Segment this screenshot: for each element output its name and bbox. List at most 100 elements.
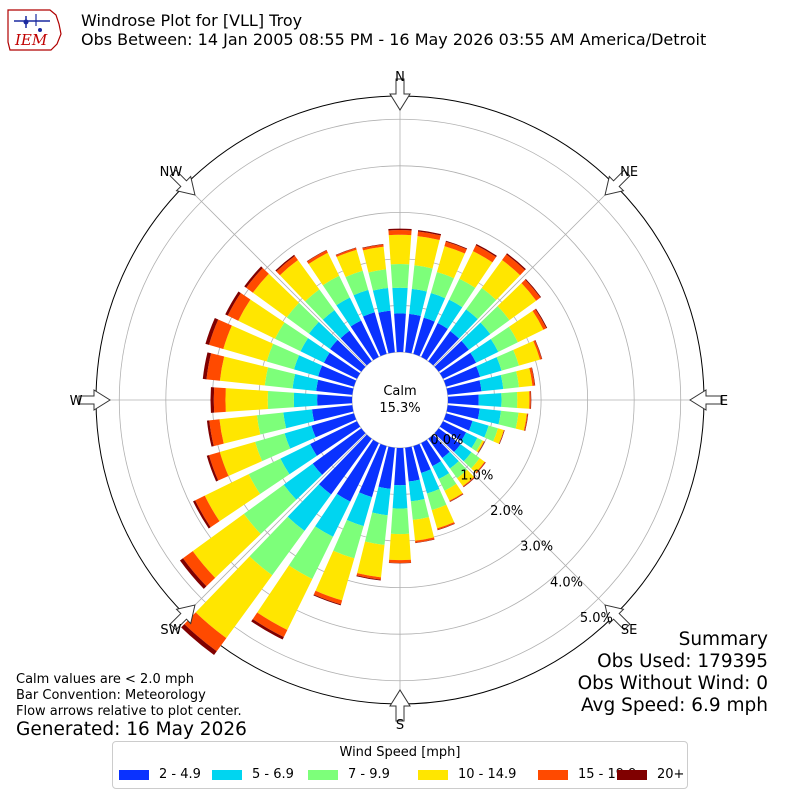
wind-bar-segment — [195, 556, 273, 639]
wind-bar-segment — [274, 322, 308, 352]
svg-text:IEM: IEM — [14, 31, 48, 49]
wind-bar-segment — [213, 387, 226, 413]
wind-bar-segment — [506, 253, 526, 271]
legend-label: 10 - 14.9 — [458, 767, 517, 782]
wind-bar-segment — [436, 246, 465, 279]
wind-bar-segment — [227, 293, 251, 321]
wind-bar-segment — [497, 283, 537, 321]
wind-bar-segment — [248, 458, 290, 495]
wind-bar-segment — [219, 441, 263, 477]
note-flow-arrows: Flow arrows relative to plot center. — [16, 704, 242, 719]
wind-bar-segment — [410, 499, 429, 520]
wind-bar-segment — [315, 493, 351, 537]
wind-bar-segment — [318, 434, 372, 495]
wind-bar-segment — [345, 270, 369, 296]
legend-items: 2 - 4.9 5 - 6.9 7 - 9.9 10 - 14.9 15 - 19.9 2… — [119, 766, 684, 784]
wind-bar-segment — [378, 446, 395, 489]
wind-bar-segment — [300, 338, 330, 363]
wind-bar-segment — [182, 551, 216, 587]
wind-bar-segment — [346, 492, 372, 527]
wind-bar-segment — [225, 291, 241, 316]
wind-bar-segment — [306, 249, 327, 262]
wind-bar-segment — [534, 340, 543, 360]
flow-arrow — [604, 604, 631, 631]
wind-bar-segment — [437, 299, 463, 329]
wind-bar-segment — [446, 405, 480, 420]
wind-bar-segment — [256, 412, 287, 435]
wind-bar-segment — [356, 575, 381, 581]
wind-bar-segment — [484, 425, 498, 442]
legend-label: 2 - 4.9 — [159, 767, 201, 782]
grid-spoke — [184, 433, 367, 616]
wind-bar-segment — [405, 313, 421, 354]
wind-bar-segment — [195, 495, 220, 528]
wind-bar-segment — [206, 420, 214, 447]
wind-bar-segment — [267, 391, 295, 409]
wind-bar-segment — [443, 366, 481, 387]
wind-bar-segment — [335, 247, 357, 257]
wind-bar-segment — [434, 428, 461, 452]
wind-bar-segment — [246, 267, 269, 293]
wind-bar-segment — [475, 461, 486, 474]
summary-obs-without-wind: Obs Without Wind: 0 — [577, 673, 768, 694]
wind-bar-segment — [449, 493, 464, 502]
wind-bar-segment — [493, 428, 504, 444]
direction-label: E — [720, 394, 728, 409]
wind-bar-segment — [390, 264, 410, 289]
wind-bar-segment — [353, 289, 375, 317]
wind-bar-segment — [280, 444, 317, 475]
wind-bar-segment — [525, 278, 542, 298]
wind-bar-segment — [313, 590, 343, 605]
wind-bar-segment — [394, 447, 406, 486]
wind-bar-segment — [454, 444, 472, 462]
wind-bar-segment — [531, 367, 536, 386]
wind-bar-segment — [322, 275, 350, 306]
grid-spoke — [184, 184, 367, 367]
wind-bar-segment — [413, 443, 431, 473]
wind-bar-segment — [310, 421, 361, 456]
summary-title: Summary — [678, 629, 768, 650]
radial-tick-label: 1.0% — [460, 468, 493, 483]
wind-bar-segment — [468, 420, 489, 438]
wind-bar-segment — [308, 252, 340, 286]
wind-bar-segment — [192, 513, 261, 578]
wind-bar-segment — [515, 412, 527, 431]
direction-label: S — [396, 718, 404, 733]
wind-bar-segment — [378, 310, 395, 354]
calm-label: Calm — [383, 384, 416, 399]
wind-bar-segment — [463, 452, 480, 469]
wind-bar-segment — [439, 421, 467, 442]
wind-bar-segment — [447, 394, 479, 406]
wind-bar-segment — [508, 310, 544, 343]
wind-bar-segment — [372, 287, 391, 313]
wind-bar-segment — [293, 355, 323, 377]
wind-bar-segment — [318, 365, 357, 387]
wind-bar-segment — [444, 241, 467, 254]
wind-bar-segment — [450, 309, 478, 339]
wind-bar-segment — [434, 340, 469, 372]
wind-bar-segment — [223, 325, 274, 362]
wind-bars — [179, 228, 548, 656]
wind-bar-segment — [446, 380, 482, 395]
legend-label: 5 - 6.9 — [252, 767, 294, 782]
wind-bar-segment — [470, 338, 499, 363]
wind-bar-segment — [283, 409, 315, 429]
wind-bar-segment — [449, 278, 476, 308]
plot-title: Windrose Plot for [VLL] Troy — [81, 11, 303, 30]
wind-bar-segment — [418, 230, 442, 236]
wind-bar-segment — [462, 476, 475, 487]
wind-bar-segment — [286, 302, 319, 334]
wind-bar-segment — [333, 520, 364, 559]
direction-label: N — [395, 70, 405, 85]
wind-bar-segment — [437, 523, 455, 531]
flow-arrow — [169, 604, 196, 631]
wind-bar-segment — [208, 452, 229, 481]
wind-bar-segment — [423, 293, 446, 322]
flow-arrow — [169, 169, 196, 196]
wind-bar-segment — [524, 413, 529, 431]
wind-bar-segment — [283, 463, 323, 500]
wind-bar-segment — [312, 405, 354, 422]
wind-bar-segment — [421, 469, 440, 494]
wind-bar-segment — [317, 394, 353, 406]
